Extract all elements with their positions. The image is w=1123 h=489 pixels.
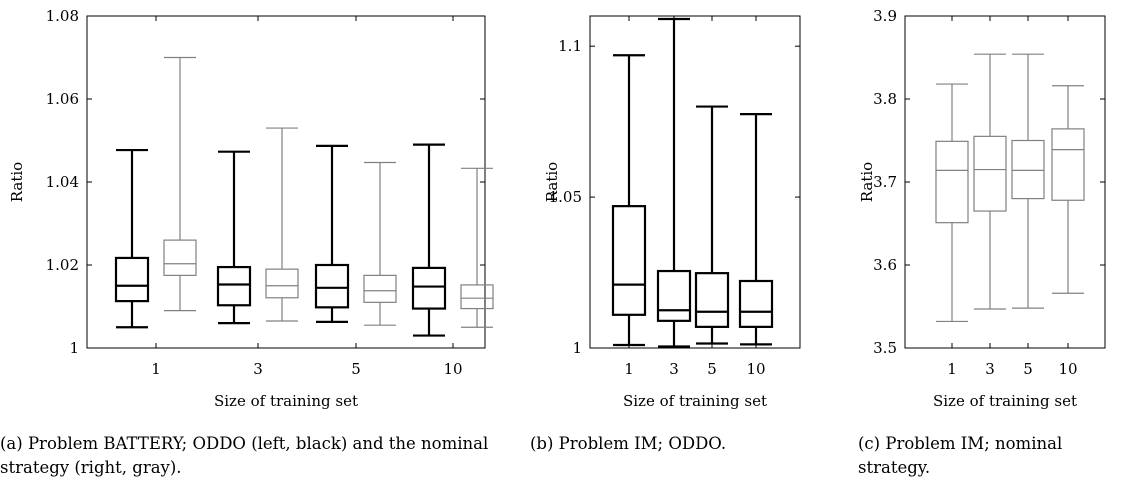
x-tick-label: 10: [746, 360, 765, 378]
box-iqr: [114, 256, 150, 303]
box-3-series-1: [265, 127, 299, 322]
caption-c: (c) Problem IM; nominal strategy.: [858, 434, 1063, 477]
box-5-series-0: [694, 105, 730, 345]
x-axis-label: Size of training set: [214, 392, 358, 410]
x-tick-label: 10: [443, 360, 462, 378]
box-1-series-1: [163, 56, 197, 312]
box-5-series-1: [363, 161, 397, 326]
x-axis-label: Size of training set: [933, 392, 1077, 410]
y-tick-label: 1.1: [558, 37, 582, 55]
box-10-series-1: [460, 167, 494, 328]
box-1-series-0: [114, 148, 150, 329]
x-tick-label: 5: [351, 360, 361, 378]
x-axis-label: Size of training set: [623, 392, 767, 410]
box-iqr: [611, 205, 647, 316]
y-tick-label: 1.08: [46, 7, 79, 25]
y-tick-label: 1.02: [46, 256, 79, 274]
box-3-series-0: [216, 150, 252, 325]
x-tick-label: 5: [707, 360, 717, 378]
y-tick-label: 3.8: [873, 90, 897, 108]
box-iqr: [411, 266, 447, 310]
box-iqr: [738, 279, 774, 328]
box-iqr: [694, 272, 730, 328]
y-tick-label: 3.6: [873, 256, 897, 274]
x-tick-label: 1: [624, 360, 634, 378]
caption-b: (b) Problem IM; ODDO.: [530, 434, 727, 453]
box-5-series-0: [314, 144, 350, 323]
box-iqr: [314, 263, 350, 309]
y-tick-label: 1: [572, 339, 582, 357]
x-tick-label: 1: [151, 360, 161, 378]
x-tick-label: 3: [669, 360, 679, 378]
y-axis-label: Ratio: [8, 162, 26, 202]
box-iqr: [460, 284, 494, 310]
box-iqr: [1011, 139, 1045, 200]
box-iqr: [265, 268, 299, 299]
chart-a: 1 1.02 1.04 1.06 1.08 1 3 5 10 Size of training s…: [8, 7, 494, 410]
box-10-series-0: [738, 112, 774, 346]
box-10-series-0: [411, 143, 447, 337]
y-axis-label: Ratio: [543, 162, 561, 202]
box-10-series-0: [1051, 85, 1085, 294]
y-axis-label: Ratio: [858, 162, 876, 202]
box-3-series-0: [656, 17, 692, 348]
box-iqr: [935, 140, 969, 224]
plot-frame: [589, 15, 801, 349]
y-tick-label: 1.04: [46, 173, 79, 191]
box-5-series-0: [1011, 53, 1045, 309]
chart-b: 1 1.05 1.1 1 3 5 10 Size of training set Ratio: [543, 15, 801, 410]
box-iqr: [163, 239, 197, 276]
y-tick-label: 1.06: [46, 90, 79, 108]
y-tick-label: 3.7: [873, 173, 897, 191]
x-tick-label: 10: [1058, 360, 1077, 378]
y-tick-label: 1.05: [549, 188, 582, 206]
box-3-series-0: [973, 53, 1007, 310]
box-iqr: [216, 265, 252, 307]
x-tick-label: 5: [1023, 360, 1033, 378]
chart-c: 3.5 3.6 3.7 3.8 3.9 1 3 5 10 Size of training set…: [858, 7, 1106, 410]
box-1-series-0: [935, 83, 969, 323]
box-iqr: [1051, 128, 1085, 201]
x-tick-label: 3: [253, 360, 263, 378]
box-iqr: [973, 135, 1007, 212]
y-tick-label: 1: [69, 339, 79, 357]
x-tick-label: 1: [947, 360, 957, 378]
box-iqr: [363, 274, 397, 303]
box-iqr: [656, 269, 692, 322]
y-tick-label: 3.5: [873, 339, 897, 357]
caption-a: (a) Problem BATTERY; ODDO (left, black) …: [0, 434, 489, 477]
x-tick-label: 3: [985, 360, 995, 378]
y-tick-label: 3.9: [873, 7, 897, 25]
box-1-series-0: [611, 54, 647, 347]
plot-frame: [904, 15, 1106, 349]
